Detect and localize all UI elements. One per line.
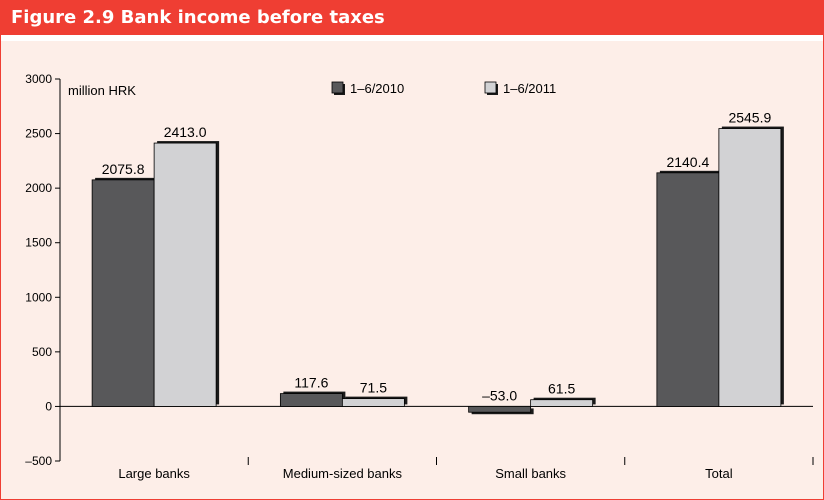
chart-legend: 1–6/2010 1–6/2011 — [331, 81, 556, 96]
x-tick-label: Medium-sized banks — [283, 466, 403, 481]
y-tick-label: 2500 — [25, 127, 52, 141]
figure-title-bar: Figure 2.9 Bank income before taxes — [1, 1, 823, 41]
bar — [656, 172, 720, 407]
chart-bars — [91, 126, 784, 415]
bar — [718, 128, 782, 407]
bar — [530, 399, 594, 407]
data-label: 117.6 — [294, 375, 328, 391]
bar — [91, 179, 155, 407]
legend-swatch — [331, 81, 344, 94]
x-tick-label: Large banks — [118, 466, 190, 481]
y-tick-label: 1500 — [25, 236, 52, 250]
x-tick-label: Total — [705, 466, 733, 481]
x-tick-label: Small banks — [495, 466, 566, 481]
y-tick-label: 2000 — [25, 181, 52, 195]
data-label: 2140.4 — [666, 154, 709, 170]
bar — [468, 406, 532, 413]
data-label: 71.5 — [360, 380, 387, 396]
data-label: 2413.0 — [164, 124, 207, 140]
chart-labels: Large banks 2075.8 2413.0 Medium-sized bank… — [68, 83, 771, 481]
data-label: –53.0 — [482, 387, 517, 403]
data-label: 2075.8 — [102, 161, 145, 177]
bar — [153, 142, 217, 407]
y-tick-label: 500 — [32, 345, 52, 359]
legend-label: 1–6/2011 — [503, 81, 556, 96]
legend-swatch — [484, 81, 497, 94]
data-label: 2545.9 — [728, 110, 771, 126]
legend-label: 1–6/2010 — [350, 81, 404, 96]
data-label: 61.5 — [548, 381, 575, 397]
bar-chart: 3000 2500 2000 1500 1000 500 0 –500 Large banks… — [25, 72, 814, 481]
unit-label: million HRK — [68, 83, 136, 98]
y-tick-label: 1000 — [25, 290, 52, 304]
bar — [341, 398, 405, 407]
y-tick-label: –500 — [25, 454, 52, 468]
figure-title: Figure 2.9 Bank income before taxes — [11, 7, 385, 28]
bar — [279, 393, 343, 407]
y-tick-label: 3000 — [25, 72, 52, 86]
y-tick-label: 0 — [45, 399, 52, 413]
